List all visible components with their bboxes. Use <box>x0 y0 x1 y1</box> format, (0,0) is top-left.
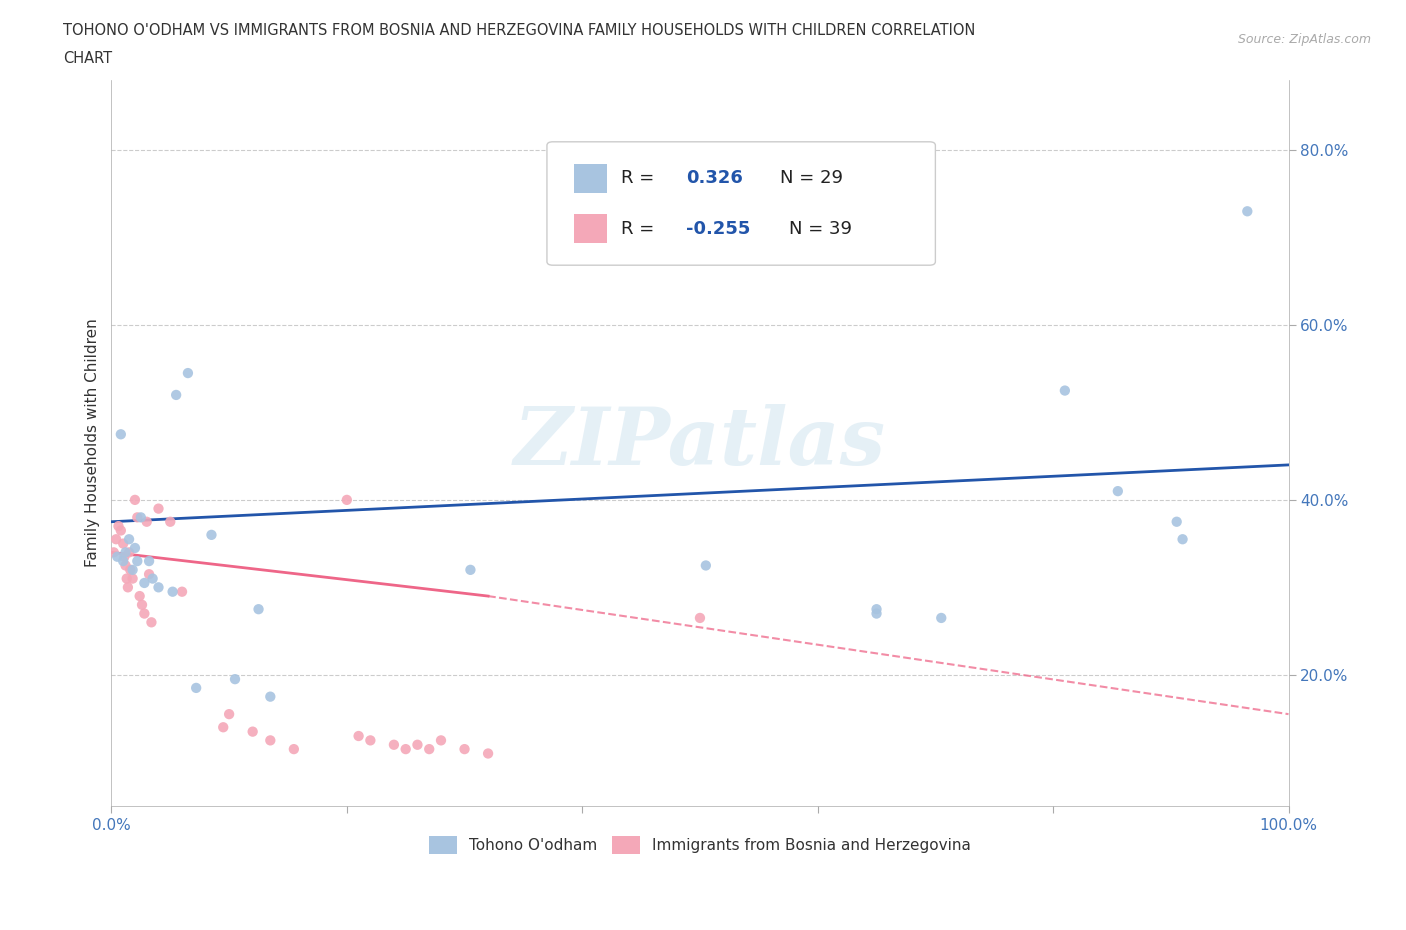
Point <box>118 532 141 547</box>
Point <box>138 553 160 568</box>
Point <box>242 724 264 739</box>
Point <box>159 514 181 529</box>
Legend: Tohono O'odham, Immigrants from Bosnia and Herzegovina: Tohono O'odham, Immigrants from Bosnia a… <box>423 830 977 860</box>
Point <box>460 563 482 578</box>
Point <box>134 606 156 621</box>
Point <box>124 493 146 508</box>
Point <box>177 365 200 380</box>
Point <box>162 584 184 599</box>
FancyBboxPatch shape <box>574 215 607 244</box>
Point <box>1166 514 1188 529</box>
Point <box>1236 204 1258 219</box>
Point <box>148 580 170 595</box>
Point <box>107 519 129 534</box>
Point <box>112 553 135 568</box>
Point <box>430 733 453 748</box>
Point <box>135 514 157 529</box>
Point <box>695 558 717 573</box>
Point <box>865 602 887 617</box>
Text: TOHONO O'ODHAM VS IMMIGRANTS FROM BOSNIA AND HERZEGOVINA FAMILY HOUSEHOLDS WITH : TOHONO O'ODHAM VS IMMIGRANTS FROM BOSNIA… <box>63 23 976 38</box>
Point <box>120 563 142 578</box>
Point <box>138 566 160 581</box>
Point <box>105 550 128 565</box>
Point <box>1053 383 1076 398</box>
Text: -0.255: -0.255 <box>686 219 751 238</box>
Point <box>382 737 405 752</box>
Point <box>224 671 246 686</box>
Point <box>406 737 429 752</box>
Point <box>1107 484 1129 498</box>
Text: N = 29: N = 29 <box>780 169 844 187</box>
Point <box>477 746 499 761</box>
Point <box>118 545 141 560</box>
Point <box>114 545 136 560</box>
Text: ZIPatlas: ZIPatlas <box>515 405 886 482</box>
FancyBboxPatch shape <box>574 164 607 193</box>
FancyBboxPatch shape <box>547 141 935 265</box>
Point <box>127 510 149 525</box>
Point <box>283 742 305 757</box>
Point <box>141 615 163 630</box>
Point <box>127 553 149 568</box>
Point <box>395 742 418 757</box>
Point <box>121 563 143 578</box>
Point <box>1171 532 1194 547</box>
Point <box>453 742 475 757</box>
Point <box>418 742 440 757</box>
Point <box>110 523 132 538</box>
Point <box>142 571 165 586</box>
Point <box>689 610 711 625</box>
Text: CHART: CHART <box>63 51 112 66</box>
Point <box>112 537 135 551</box>
Point <box>259 733 281 748</box>
Point <box>131 597 153 612</box>
Point <box>347 728 370 743</box>
Point <box>114 558 136 573</box>
Point <box>129 510 152 525</box>
Point <box>117 580 139 595</box>
Point <box>110 427 132 442</box>
Y-axis label: Family Households with Children: Family Households with Children <box>86 319 100 567</box>
Point <box>165 388 187 403</box>
Point <box>336 493 359 508</box>
Text: 0.326: 0.326 <box>686 169 742 187</box>
Point <box>212 720 235 735</box>
Text: N = 39: N = 39 <box>789 219 852 238</box>
Point <box>105 532 128 547</box>
Point <box>359 733 381 748</box>
Point <box>115 571 138 586</box>
Point <box>103 545 125 560</box>
Point <box>200 527 222 542</box>
Point <box>259 689 281 704</box>
Point <box>112 550 135 565</box>
Point <box>124 540 146 555</box>
Point <box>218 707 240 722</box>
Point <box>170 584 193 599</box>
Text: Source: ZipAtlas.com: Source: ZipAtlas.com <box>1237 33 1371 46</box>
Point <box>865 606 887 621</box>
Point <box>134 576 156 591</box>
Point <box>121 571 143 586</box>
Text: R =: R = <box>621 219 659 238</box>
Point <box>148 501 170 516</box>
Point <box>929 610 952 625</box>
Point <box>247 602 270 617</box>
Text: R =: R = <box>621 169 659 187</box>
Point <box>128 589 150 604</box>
Point <box>186 681 208 696</box>
